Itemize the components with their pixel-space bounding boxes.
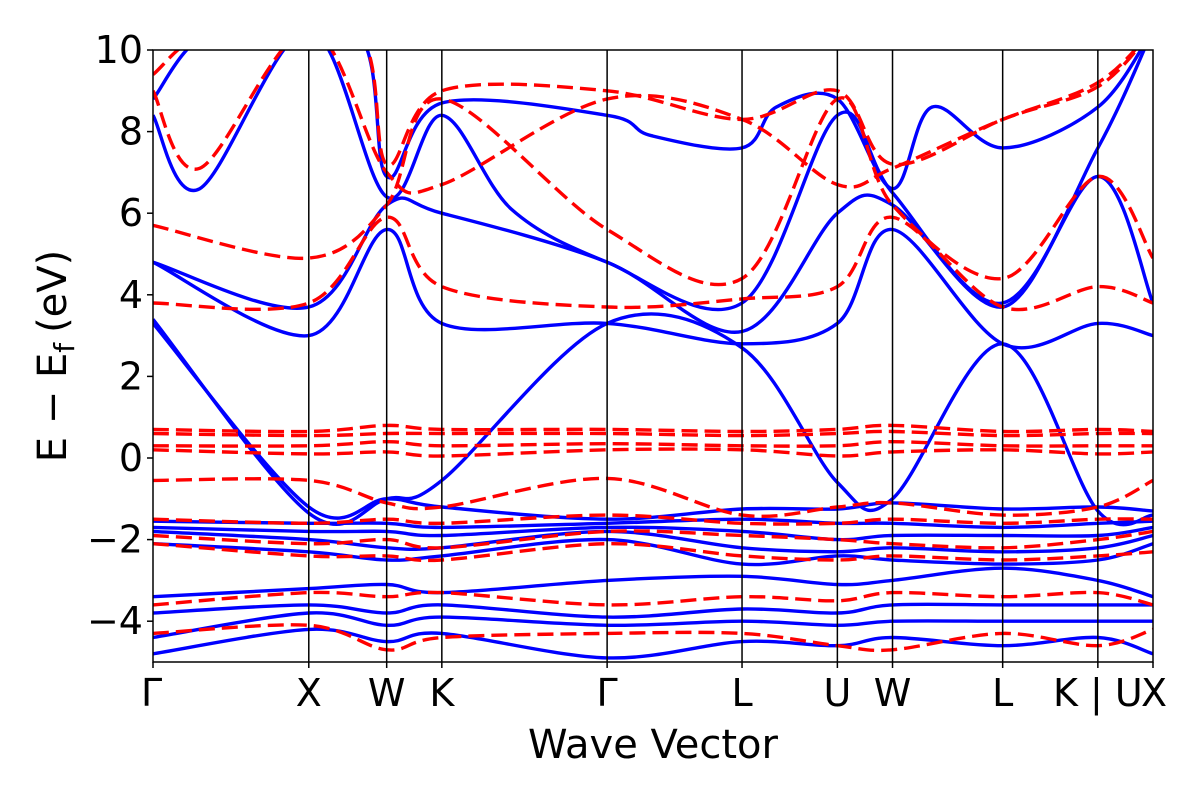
- band-line: [153, 623, 1153, 653]
- band-line: [153, 602, 1153, 619]
- x-axis-label: Wave Vector: [528, 722, 779, 768]
- band-line: [153, 611, 1153, 640]
- x-tick-label: L: [992, 671, 1013, 715]
- band-line: [153, 513, 1153, 526]
- y-axis-label-unit: (eV): [30, 250, 76, 333]
- band-line: [153, 423, 1153, 434]
- y-tick-label: 8: [119, 110, 143, 154]
- y-axis-label-subscript: f: [48, 342, 81, 353]
- y-tick-label: 10: [95, 28, 143, 72]
- y-tick-label: −4: [87, 599, 143, 643]
- x-tick-label: L: [731, 671, 752, 715]
- x-tick-label: W: [874, 671, 912, 715]
- band-line: [153, 537, 1153, 567]
- band-line: [153, 50, 1138, 167]
- x-tick-label: K: [429, 671, 455, 715]
- band-line: [153, 429, 1153, 438]
- band-line: [153, 541, 1153, 563]
- band-line: [153, 590, 1153, 607]
- y-tick-label: 6: [119, 191, 143, 235]
- x-tick-label: Γ: [141, 671, 162, 715]
- y-tick-label: 0: [119, 436, 143, 480]
- band-line: [153, 529, 1153, 554]
- band-line: [153, 566, 1153, 599]
- band-line: [153, 529, 1153, 550]
- y-tick-label: 2: [119, 354, 143, 398]
- x-tick-label: X: [1141, 671, 1167, 715]
- x-tick-label: X: [296, 671, 322, 715]
- band-line: [153, 525, 1153, 542]
- y-tick-label: −2: [87, 518, 143, 562]
- y-axis-ticks: −4 −2 0 2 4 6 8 10: [87, 28, 153, 643]
- y-axis-label-main: E − E: [30, 353, 76, 463]
- x-tick-label: K | U: [1053, 671, 1143, 716]
- x-tick-label: Γ: [597, 671, 618, 715]
- plot-frame: [152, 49, 1154, 663]
- x-tick-label: W: [368, 671, 406, 715]
- band-line: [153, 440, 1153, 448]
- y-tick-label: 4: [119, 273, 143, 317]
- y-axis-label: E − Ef (eV): [30, 250, 81, 463]
- x-tick-label: U: [823, 671, 851, 715]
- band-line: [153, 447, 1153, 458]
- band-line: [153, 627, 1153, 660]
- high-symmetry-lines: [308, 50, 1099, 662]
